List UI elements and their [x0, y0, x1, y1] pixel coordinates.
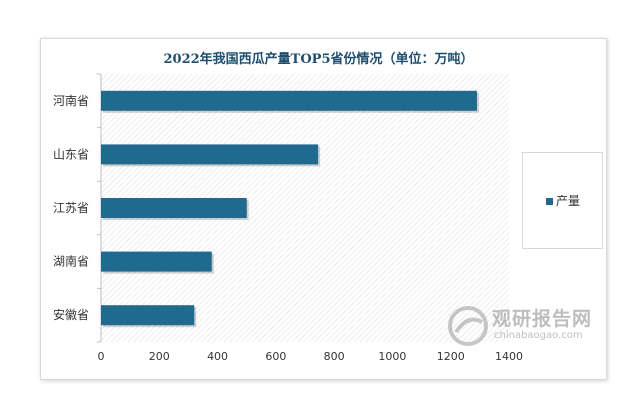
watermark-sub: chinabaogao.com	[494, 330, 583, 341]
x-tick-label: 800	[324, 350, 345, 363]
chart-title: 2022年我国西瓜产量TOP5省份情况（单位：万吨）	[163, 52, 474, 67]
y-tick-label: 江苏省	[53, 201, 89, 215]
bar	[101, 305, 195, 326]
y-tick-label: 湖南省	[53, 254, 89, 269]
legend-swatch	[546, 198, 553, 205]
watermark-logo-icon	[448, 306, 488, 346]
y-tick-label: 山东省	[53, 147, 89, 161]
x-tick-label: 1200	[437, 350, 465, 363]
legend-label: 产量	[556, 194, 581, 208]
watermark: 观研报告网 chinabaogao.com	[446, 302, 606, 352]
watermark-text: 观研报告网	[492, 308, 593, 330]
y-tick-label: 安徽省	[53, 307, 89, 322]
x-tick-label: 0	[98, 350, 105, 363]
x-tick-label: 1000	[378, 350, 406, 363]
legend: 产量	[522, 152, 603, 249]
bar	[101, 198, 247, 218]
x-tick-label: 400	[207, 350, 228, 363]
bar	[101, 144, 319, 165]
y-tick-label: 河南省	[53, 93, 89, 108]
bar	[101, 251, 212, 272]
x-tick-label: 1400	[495, 350, 523, 363]
x-tick-label: 600	[265, 350, 286, 363]
x-tick-label: 200	[149, 350, 170, 363]
bar	[101, 90, 477, 111]
